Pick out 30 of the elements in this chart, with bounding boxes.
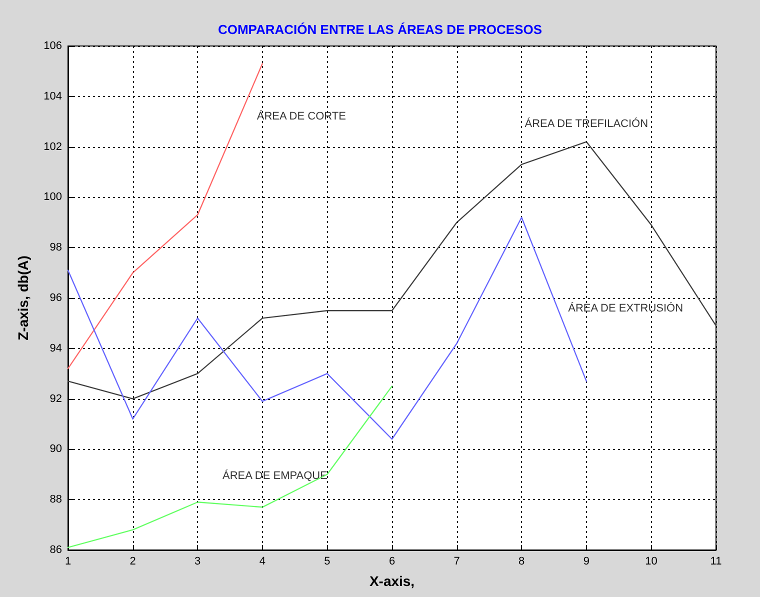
- y-tick-label: 90: [50, 443, 62, 456]
- line-series: [67, 386, 393, 548]
- y-tick-label: 96: [50, 292, 62, 304]
- x-tick-label: 4: [259, 556, 266, 568]
- x-tick-label: 2: [130, 556, 136, 568]
- chart-title: COMPARACIÓN ENTRE LAS ÁREAS DE PROCESOS: [218, 22, 542, 37]
- y-tick-label: 98: [50, 242, 62, 254]
- y-tick-label: 106: [44, 40, 62, 52]
- y-tick-label: 102: [44, 140, 62, 153]
- series-label: ÁREA DE TREFILACIÓN: [524, 116, 648, 130]
- y-axis-title: Z-axis, db(A): [15, 256, 31, 340]
- x-tick-label: 7: [454, 556, 460, 568]
- x-tick-label: 10: [645, 556, 658, 568]
- y-tick-label: 86: [50, 544, 62, 556]
- y-tick-label: 92: [50, 392, 62, 405]
- x-tick-label: 5: [324, 556, 330, 568]
- x-tick-label: 11: [710, 556, 722, 568]
- x-axis-title: X-axis,: [369, 573, 415, 589]
- x-tick-label: 9: [583, 556, 590, 568]
- x-tick-label: 1: [64, 556, 72, 568]
- series-label: ÁREA DE EXTRUSIÓN: [568, 301, 684, 314]
- y-tick-label: 104: [44, 90, 62, 102]
- x-tick-label: 8: [518, 556, 525, 568]
- line-series: [67, 141, 717, 400]
- series-label: ÁREA DE CORTE: [256, 110, 346, 123]
- y-tick-label: 100: [44, 191, 62, 204]
- y-tick-label: 94: [50, 342, 62, 354]
- x-tick-label: 3: [194, 556, 201, 568]
- x-tick-label: 6: [388, 556, 396, 568]
- y-tick-label: 88: [50, 494, 62, 506]
